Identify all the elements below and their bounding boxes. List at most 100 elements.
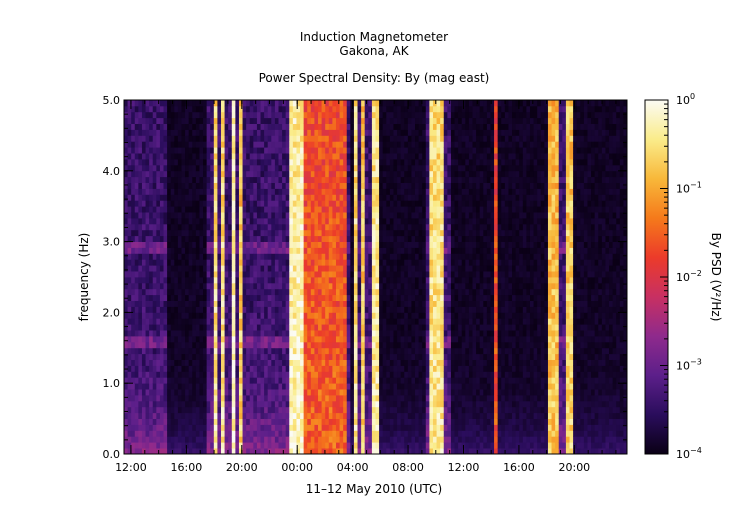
heatmap-cell	[163, 129, 168, 136]
heatmap-cell	[386, 265, 391, 272]
heatmap-cell	[335, 164, 340, 172]
heatmap-cell	[170, 312, 175, 319]
heatmap-cell	[353, 259, 358, 266]
heatmap-cell	[292, 359, 297, 366]
heatmap-cell	[361, 111, 366, 119]
heatmap-cell	[411, 389, 416, 396]
heatmap-cell	[235, 265, 240, 272]
heatmap-cell	[210, 123, 215, 130]
heatmap-cell	[264, 306, 269, 313]
heatmap-cell	[231, 448, 236, 454]
heatmap-cell	[321, 229, 326, 237]
heatmap-cell	[238, 194, 243, 201]
heatmap-cell	[282, 336, 287, 343]
heatmap-cell	[192, 341, 197, 349]
heatmap-cell	[221, 253, 225, 260]
heatmap-cell	[167, 159, 172, 166]
heatmap-cell	[206, 223, 211, 231]
heatmap-cell	[213, 389, 218, 396]
heatmap-cell	[339, 330, 344, 337]
heatmap-cell	[217, 353, 222, 360]
heatmap-cell	[332, 383, 337, 390]
heatmap-cell	[156, 218, 161, 225]
heatmap-cell	[393, 341, 398, 349]
heatmap-cell	[296, 424, 301, 431]
heatmap-cell	[238, 235, 243, 242]
heatmap-cell	[364, 164, 369, 172]
heatmap-cell	[411, 430, 416, 437]
heatmap-cell	[152, 400, 157, 408]
heatmap-cell	[192, 218, 197, 225]
heatmap-cell	[364, 330, 369, 337]
heatmap-cell	[318, 129, 322, 136]
heatmap-cell	[138, 129, 143, 136]
heatmap-cell	[213, 418, 218, 425]
heatmap-cell	[339, 400, 344, 408]
heatmap-cell	[217, 341, 222, 349]
heatmap-cell	[346, 400, 351, 408]
heatmap-cell	[282, 294, 287, 301]
heatmap-cell	[389, 259, 394, 266]
heatmap-cell	[415, 436, 420, 443]
heatmap-cell	[246, 282, 251, 290]
heatmap-cell	[375, 442, 380, 449]
heatmap-cell	[285, 341, 290, 349]
heatmap-cell	[170, 318, 175, 325]
heatmap-cell	[199, 430, 204, 437]
heatmap-cell	[415, 117, 420, 124]
heatmap-cell	[353, 406, 358, 414]
heatmap-cell	[235, 371, 240, 378]
heatmap-cell	[353, 253, 358, 260]
heatmap-cell	[174, 400, 179, 408]
heatmap-cell	[185, 389, 190, 396]
heatmap-cell	[127, 395, 132, 402]
heatmap-cell	[318, 448, 322, 454]
heatmap-cell	[411, 330, 416, 337]
heatmap-cell	[203, 294, 208, 301]
heatmap-cell	[282, 288, 287, 296]
heatmap-cell	[307, 176, 312, 183]
heatmap-cell	[422, 448, 427, 454]
heatmap-cell	[145, 341, 150, 349]
heatmap-cell	[285, 259, 290, 266]
heatmap-cell	[404, 253, 409, 260]
heatmap-cell	[418, 164, 423, 172]
heatmap-cell	[224, 359, 229, 366]
heatmap-cell	[364, 247, 369, 254]
heatmap-cell	[141, 436, 146, 443]
heatmap-cell	[242, 212, 247, 219]
heatmap-cell	[149, 141, 154, 148]
heatmap-cell	[415, 212, 420, 219]
heatmap-cell	[404, 147, 409, 154]
heatmap-cell	[357, 247, 362, 254]
heatmap-cell	[231, 105, 236, 113]
heatmap-cell	[361, 341, 366, 349]
heatmap-cell	[253, 147, 258, 154]
heatmap-cell	[318, 424, 322, 431]
heatmap-cell	[264, 277, 269, 284]
heatmap-cell	[181, 247, 186, 254]
heatmap-cell	[357, 182, 362, 189]
heatmap-cell	[285, 395, 290, 402]
heatmap-cell	[321, 448, 326, 454]
heatmap-cell	[149, 164, 154, 172]
heatmap-cell	[397, 277, 402, 284]
heatmap-cell	[206, 200, 211, 207]
heatmap-cell	[174, 247, 179, 254]
heatmap-cell	[379, 100, 384, 107]
heatmap-cell	[310, 418, 315, 425]
heatmap-cell	[221, 282, 225, 290]
heatmap-cell	[368, 300, 373, 307]
heatmap-cell	[307, 377, 312, 384]
heatmap-cell	[335, 359, 340, 366]
heatmap-cell	[192, 271, 197, 278]
heatmap-cell	[386, 312, 391, 319]
heatmap-cell	[141, 442, 146, 449]
heatmap-cell	[210, 170, 215, 178]
heatmap-cell	[310, 389, 315, 396]
heatmap-cell	[181, 359, 186, 366]
heatmap-cell	[167, 111, 172, 119]
heatmap-cell	[400, 188, 405, 195]
heatmap-cell	[131, 288, 136, 296]
heatmap-cell	[213, 400, 218, 408]
